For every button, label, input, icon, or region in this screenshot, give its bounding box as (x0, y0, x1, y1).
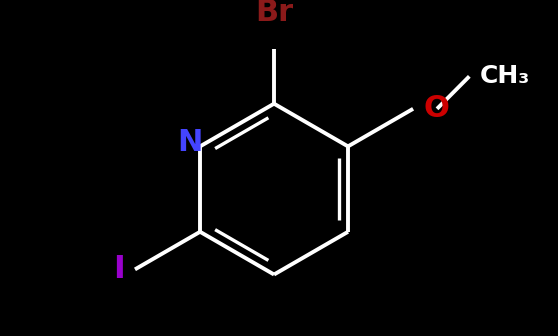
Text: I: I (113, 254, 125, 285)
Text: Br: Br (255, 0, 293, 27)
Text: O: O (424, 94, 449, 123)
Text: CH₃: CH₃ (479, 65, 530, 88)
Text: N: N (177, 128, 203, 158)
